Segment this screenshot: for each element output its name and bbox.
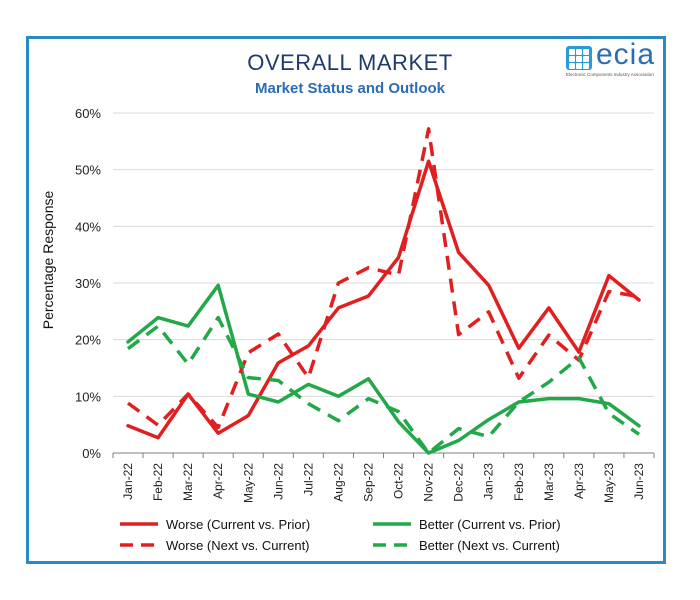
y-tick-label: 20% (75, 333, 101, 348)
x-axis-ticks: Jan-22 Feb-22 Mar-22 Apr-22 May-22 Jun-22 Jul-… (112, 453, 655, 503)
x-tick-label: Oct-22 (392, 463, 406, 499)
x-tick-label: Jun-22 (271, 463, 285, 500)
series-line-1 (126, 159, 641, 440)
x-tick-label: Jan-23 (482, 463, 496, 500)
ecia-logo-word: ecia (596, 38, 656, 71)
x-tick-label: Feb-23 (512, 463, 526, 501)
ecia-logo: ecia Electronic Components Industry Asso… (566, 38, 662, 84)
series-line-3 (126, 127, 640, 430)
chart-frame (26, 36, 666, 564)
x-tick-label: Feb-22 (151, 463, 165, 501)
x-tick-label: Mar-22 (181, 463, 195, 501)
x-tick-label: Jun-23 (632, 463, 646, 500)
x-tick-label: Apr-23 (572, 463, 586, 499)
x-tick-label: Mar-23 (542, 463, 556, 501)
chart-title: OVERALL MARKET (247, 50, 453, 75)
y-tick-label: 0% (82, 446, 101, 461)
y-tick-label: 10% (75, 389, 101, 404)
y-tick-label: 50% (75, 163, 101, 178)
x-tick-label: Nov-22 (422, 463, 436, 502)
y-axis-label: Percentage Response (40, 191, 56, 330)
x-tick-label: Dec-22 (452, 463, 466, 502)
legend-label: Worse (Next vs. Current) (166, 538, 310, 553)
legend: Worse (Current vs. Prior) Better (Current… (120, 517, 561, 553)
y-tick-label: 40% (75, 219, 101, 234)
y-axis-ticks: 0% 10% 20% 30% 40% 50% 60% (75, 106, 101, 461)
y-tick-label: 30% (75, 276, 101, 291)
y-tick-label: 60% (75, 106, 101, 121)
x-tick-label: Sep-22 (361, 463, 375, 502)
x-tick-label: Jan-22 (121, 463, 135, 500)
x-tick-label: Jul-22 (301, 463, 315, 496)
series-line-4 (126, 315, 641, 455)
x-tick-label: Aug-22 (331, 463, 345, 502)
x-tick-label: Apr-22 (211, 463, 225, 499)
legend-label: Worse (Current vs. Prior) (166, 517, 310, 532)
x-tick-label: May-23 (602, 463, 616, 503)
ecia-logo-icon (566, 46, 592, 70)
x-tick-label: May-22 (241, 463, 255, 503)
legend-label: Better (Current vs. Prior) (419, 517, 561, 532)
chart-subtitle: Market Status and Outlook (254, 80, 446, 97)
legend-label: Better (Next vs. Current) (419, 538, 560, 553)
ecia-logo-tagline: Electronic Components Industry Associati… (566, 72, 654, 77)
series-lines (126, 127, 641, 455)
series-line-2 (126, 283, 641, 455)
grid-lines (113, 112, 654, 454)
